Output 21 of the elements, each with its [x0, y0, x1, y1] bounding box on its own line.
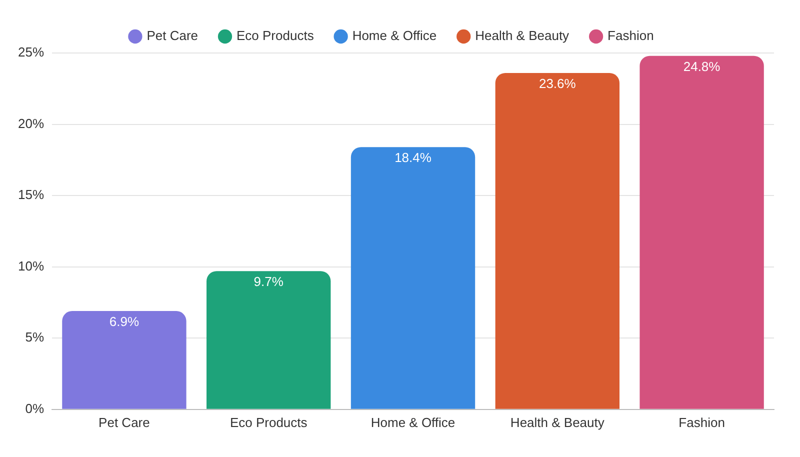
data-label: 9.7%	[254, 274, 284, 290]
legend-label: Pet Care	[146, 28, 198, 44]
data-label: 6.9%	[109, 314, 140, 330]
y-tick-label: 25%	[18, 44, 44, 60]
data-label: 24.8%	[683, 58, 721, 74]
y-tick-label: 10%	[18, 258, 44, 274]
x-tick-label: Eco Products	[230, 414, 308, 430]
x-tick-label: Health & Beauty	[510, 414, 605, 430]
x-tick-label: Fashion	[678, 414, 725, 430]
legend-label: Eco Products	[236, 28, 314, 44]
legend-label: Health & Beauty	[475, 28, 570, 44]
y-tick-label: 20%	[18, 116, 44, 131]
x-tick-label: Home & Office	[370, 414, 456, 430]
legend-label: Home & Office	[352, 28, 437, 44]
y-tick-label: 0%	[25, 400, 44, 416]
data-label: 18.4%	[394, 150, 432, 166]
y-tick-label: 15%	[18, 187, 44, 202]
y-tick-label: 5%	[25, 330, 44, 345]
x-tick-label: Pet Care	[98, 414, 150, 430]
legend-label: Fashion	[608, 28, 654, 44]
data-label: 23.6%	[538, 76, 576, 92]
